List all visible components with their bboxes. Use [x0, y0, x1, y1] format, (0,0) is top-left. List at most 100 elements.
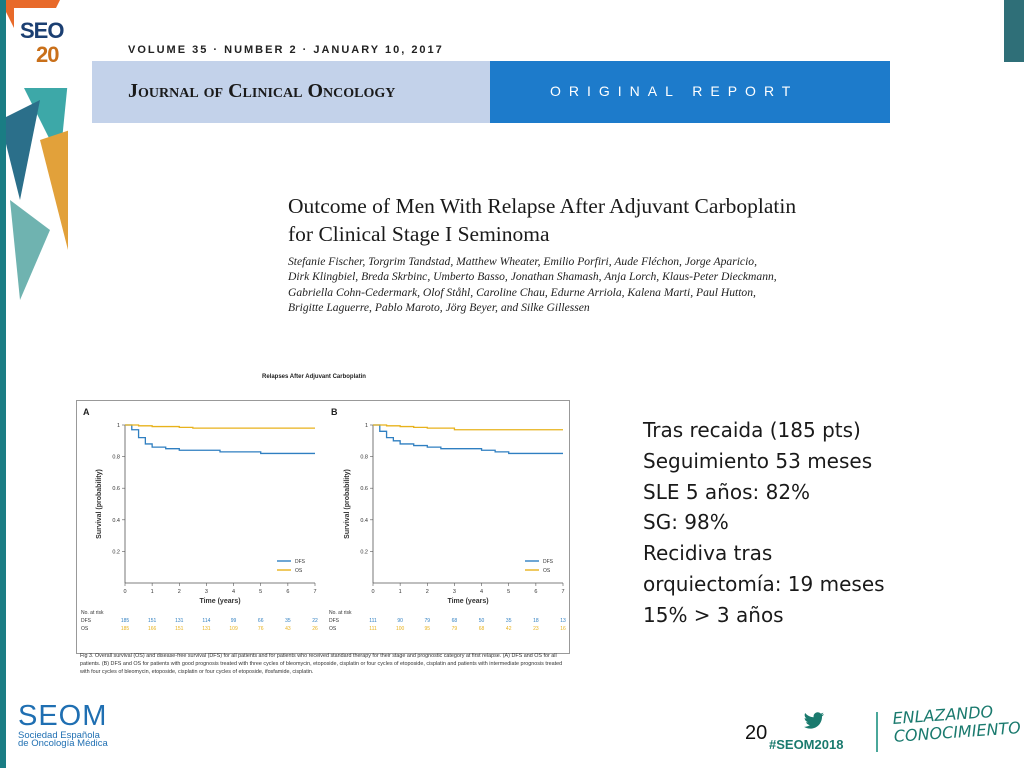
risk-value: 100 [396, 626, 405, 632]
risk-value: 23 [533, 626, 539, 632]
stat-line: orquiectomía: 19 meses [643, 571, 885, 596]
y-axis-label: Survival (probability) [344, 469, 351, 539]
author-line: Brigitte Laguerre, Pablo Maroto, Jörg Be… [288, 300, 590, 314]
x-tick-label: 0 [371, 589, 374, 595]
risk-value: 166 [148, 626, 157, 632]
hashtag: #SEOM2018 [769, 737, 844, 752]
series-line-os [125, 424, 315, 429]
survival-figure: Relapses After Adjuvant Carboplatin A 0.2… [68, 360, 578, 685]
stat-line: Tras recaida (185 pts) [643, 418, 861, 442]
x-tick-label: 3 [205, 589, 208, 595]
risk-value: 151 [175, 626, 184, 632]
journal-name: Journal of Clinical Oncology [128, 80, 396, 102]
risk-value: 131 [175, 618, 184, 624]
risk-value: 35 [285, 618, 291, 624]
risk-value: 76 [258, 626, 264, 632]
risk-value: 66 [258, 618, 264, 624]
y-axis-label: Survival (probability) [96, 469, 103, 539]
article-header-image [68, 0, 938, 332]
section-label: ORIGINAL REPORT [550, 83, 799, 99]
volume-line: VOLUME 35 · NUMBER 2 · JANUARY 10, 2017 [128, 44, 444, 56]
risk-value: 16 [560, 626, 566, 632]
x-tick-label: 6 [534, 589, 537, 595]
top-right-accent [1004, 0, 1024, 62]
risk-row-label: DFS [329, 618, 340, 624]
author-line: Dirk Klingbiel, Breda Skrbinc, Umberto B… [288, 270, 777, 284]
x-tick-label: 5 [259, 589, 262, 595]
article-title: Outcome of Men With Relapse After Adjuva… [288, 192, 898, 248]
summary-stats: Tras recaida (185 pts) Seguimiento 53 me… [643, 415, 943, 631]
y-tick-label: 0.4 [360, 518, 368, 524]
author-line: Stefanie Fischer, Torgrim Tandstad, Matt… [288, 255, 757, 268]
risk-value: 22 [312, 618, 318, 624]
journal-banner: Journal of Clinical Oncology ORIGINAL RE… [92, 61, 890, 123]
risk-value: 111 [369, 626, 377, 632]
stat-line: Recidiva tras [643, 541, 773, 566]
risk-row-label: DFS [81, 618, 92, 624]
risk-value: 95 [425, 626, 431, 632]
risk-value: 79 [425, 618, 431, 624]
risk-value: 42 [506, 626, 512, 632]
risk-value: 99 [231, 618, 237, 624]
risk-value: 79 [452, 626, 458, 632]
y-tick-label: 0.6 [112, 486, 120, 492]
left-edge-strip [0, 0, 6, 768]
x-tick-label: 5 [507, 589, 510, 595]
y-tick-label: 0.4 [112, 518, 120, 524]
risk-table-title: No. at risk [329, 610, 352, 616]
x-tick-label: 3 [453, 589, 456, 595]
stat-line: SG: 98% [643, 510, 729, 535]
logo-text-seo: SEO [20, 18, 64, 43]
risk-value: 109 [229, 626, 238, 632]
x-tick-label: 4 [480, 589, 483, 595]
x-tick-label: 0 [123, 589, 126, 595]
y-tick-label: 1 [117, 423, 120, 429]
page-number: 20 [745, 722, 768, 744]
y-tick-label: 0.2 [112, 549, 120, 555]
risk-value: 50 [479, 618, 485, 624]
risk-value: 111 [369, 618, 377, 624]
x-tick-label: 4 [232, 589, 235, 595]
x-tick-label: 1 [151, 589, 154, 595]
footer-divider [876, 712, 878, 752]
twitter-icon [803, 712, 825, 729]
risk-value: 68 [479, 626, 485, 632]
legend-label: OS [543, 568, 551, 574]
article-authors: Stefanie Fischer, Torgrim Tandstad, Matt… [288, 254, 878, 315]
x-tick-label: 7 [313, 589, 316, 595]
y-tick-label: 1 [365, 423, 368, 429]
figure-title: Relapses After Adjuvant Carboplatin [262, 374, 366, 380]
seom-brand: SEOM [18, 700, 108, 732]
article-title-line: for Clinical Stage I Seminoma [288, 222, 550, 246]
y-tick-label: 0.2 [360, 549, 368, 555]
slogan: ENLAZANDO CONOCIMIENTO [892, 701, 1021, 746]
x-axis-label: Time (years) [447, 598, 488, 605]
risk-value: 185 [121, 618, 130, 624]
risk-value: 26 [312, 626, 318, 632]
y-tick-label: 0.8 [360, 455, 368, 461]
x-tick-label: 2 [426, 589, 429, 595]
y-tick-label: 0.8 [112, 455, 120, 461]
risk-row-label: OS [81, 626, 89, 632]
risk-value: 151 [148, 618, 157, 624]
risk-value: 13 [560, 618, 566, 624]
risk-value: 185 [121, 626, 130, 632]
figure-caption: Fig 3. Overall survival (OS) and disease… [80, 653, 563, 675]
stat-line: 15% > 3 años [643, 602, 784, 627]
series-line-dfs [373, 424, 563, 455]
risk-value: 131 [202, 626, 211, 632]
x-tick-label: 6 [286, 589, 289, 595]
risk-value: 114 [202, 618, 210, 624]
risk-value: 43 [285, 626, 291, 632]
risk-value: 35 [506, 618, 512, 624]
risk-value: 18 [533, 618, 539, 624]
seom-sub: Sociedad Española [18, 730, 100, 741]
seom-sub: de Oncología Médica [18, 738, 108, 749]
stat-line: Seguimiento 53 meses [643, 448, 873, 473]
legend-label: DFS [295, 559, 306, 565]
article-title-line: Outcome of Men With Relapse After Adjuva… [288, 194, 797, 218]
journal-banner-left: Journal of Clinical Oncology [92, 61, 490, 123]
risk-table-title: No. at risk [81, 610, 104, 616]
logo-text-20: 20 [36, 42, 60, 67]
